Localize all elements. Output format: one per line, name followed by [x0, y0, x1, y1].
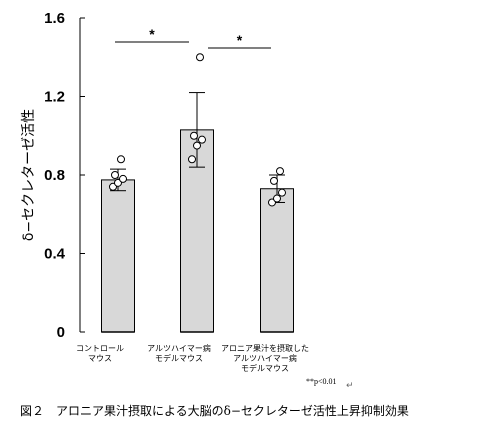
- figure-caption: 図２ アロニア果汁摂取による大脳のδ−セクレターゼ活性上昇抑制効果: [20, 404, 409, 418]
- category-label: アロニア果汁を摂取した: [221, 343, 309, 353]
- bar-layer: [101, 53, 294, 333]
- significance-mark: *: [149, 26, 155, 42]
- data-point: [193, 141, 201, 150]
- category-label: アルツハイマー病: [233, 353, 297, 363]
- data-point: [117, 155, 125, 164]
- category-label: マウス: [88, 354, 112, 363]
- bar: [101, 179, 135, 333]
- data-point: [119, 174, 127, 183]
- y-axis-title: δ−セクレターゼ活性: [21, 109, 37, 241]
- data-point: [276, 167, 284, 176]
- data-point: [273, 194, 281, 203]
- category-label: モデルマウス: [241, 363, 289, 373]
- y-tick-label: 0.8: [44, 167, 65, 184]
- bar: [260, 188, 294, 333]
- y-tick-label: 1.2: [44, 89, 65, 106]
- y-tick-label: 0: [57, 324, 65, 341]
- data-point: [188, 155, 196, 164]
- data-point: [196, 53, 204, 62]
- y-tick-label: 1.6: [44, 10, 65, 27]
- data-point: [198, 135, 206, 144]
- footnote: **p<0.01: [306, 377, 337, 386]
- data-point: [190, 131, 198, 140]
- data-point: [278, 188, 286, 197]
- category-label: モデルマウス: [155, 353, 203, 363]
- data-point: [270, 176, 278, 185]
- axis-layer: [79, 17, 85, 333]
- category-label: アルツハイマー病: [147, 343, 211, 353]
- data-point: [111, 171, 119, 179]
- category-label: コントロール: [76, 344, 124, 353]
- significance-mark: *: [237, 32, 243, 48]
- return-mark-icon: ↵: [346, 381, 354, 391]
- y-tick-label: 0.4: [44, 246, 66, 263]
